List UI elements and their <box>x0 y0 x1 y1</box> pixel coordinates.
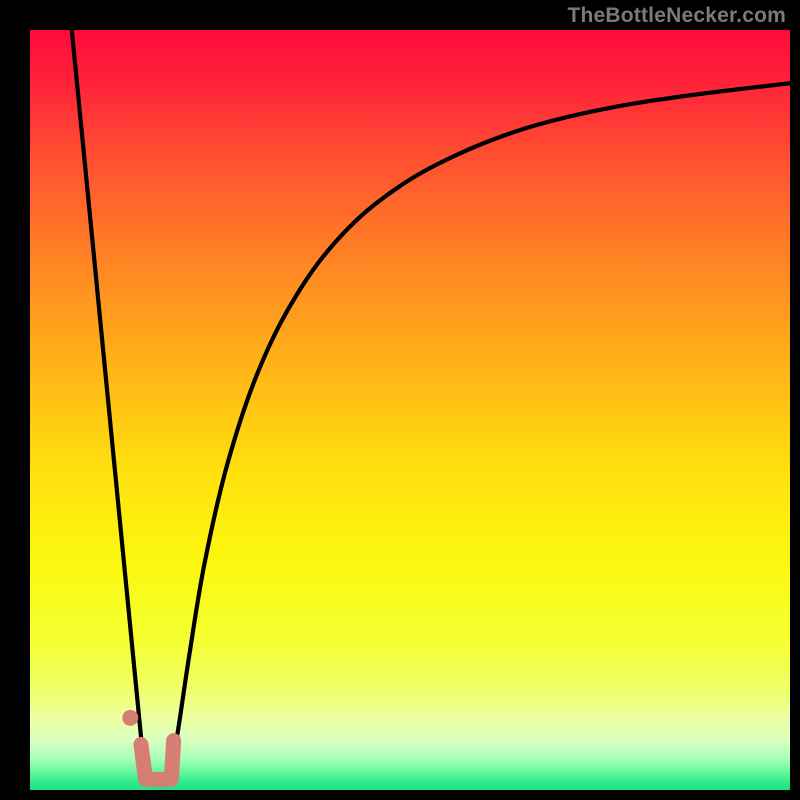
marker-dot <box>122 710 138 726</box>
chart-svg <box>30 30 790 790</box>
plot-area <box>30 30 790 790</box>
gradient-background <box>30 30 790 790</box>
watermark-text: TheBottleNecker.com <box>567 4 786 28</box>
chart-container: TheBottleNecker.com <box>0 0 800 800</box>
